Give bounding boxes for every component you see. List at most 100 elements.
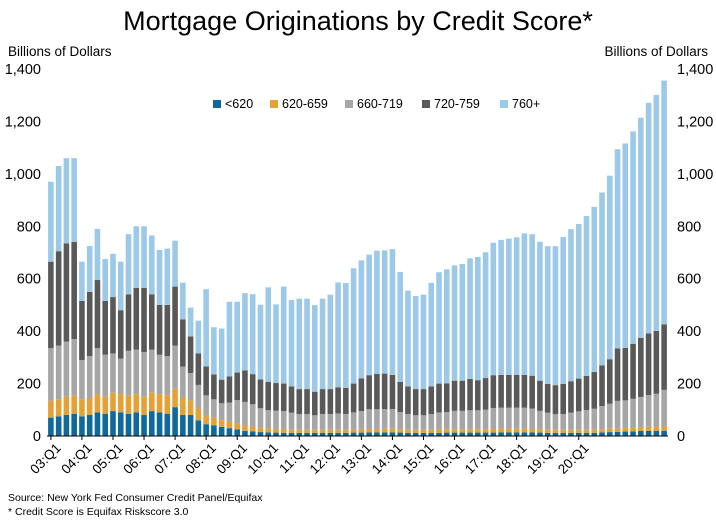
bar-segment (490, 375, 497, 408)
bar-segment (335, 387, 341, 414)
bar-segment (110, 392, 116, 412)
x-tick-label: 05:Q1 (89, 440, 126, 477)
bar-segment (498, 428, 504, 433)
bar-segment (79, 399, 85, 417)
bar-segment (102, 354, 109, 397)
bar-segment (374, 432, 380, 436)
bar-segment (234, 372, 240, 401)
bar-segment (218, 426, 225, 436)
bar-segment (94, 348, 101, 395)
bar-segment (428, 386, 435, 414)
bar-segment (312, 391, 318, 416)
bar-segment (645, 102, 652, 334)
bar-segment (304, 432, 310, 436)
y-tick-right-label: 600 (677, 272, 701, 288)
bar-segment (172, 240, 178, 287)
bar-segment (265, 381, 272, 411)
bar-segment (350, 429, 357, 433)
bar-segment (218, 403, 225, 421)
bar-segment (482, 429, 489, 433)
bar-segment (79, 301, 85, 360)
bar-segment (117, 394, 124, 413)
bar-segment (661, 430, 667, 436)
y-tick-right-label: 0 (677, 429, 685, 445)
bar-segment (599, 432, 605, 436)
bar-segment (110, 253, 116, 298)
bar-segment (226, 421, 233, 429)
bar-segment (560, 429, 566, 433)
bar-segment (459, 380, 466, 411)
bar-segment (280, 432, 287, 436)
bar-segment (55, 416, 62, 436)
bar-segment (172, 388, 178, 408)
bar-segment (614, 428, 621, 432)
bar-segment (490, 428, 497, 433)
bar-segment (296, 429, 303, 433)
bar-segment (94, 280, 101, 349)
bar-segment (560, 237, 566, 384)
bar-segment (265, 428, 272, 433)
bar-segment (133, 226, 140, 288)
bar-segment (125, 350, 132, 396)
bar-segment (405, 429, 411, 433)
bar-segment (506, 374, 512, 408)
bar-segment (288, 429, 295, 433)
bar-segment (195, 408, 202, 421)
bar-segment (614, 348, 621, 401)
bar-segment (366, 409, 372, 429)
bar-segment (552, 246, 559, 386)
bar-segment (420, 389, 427, 416)
bar-segment (436, 272, 442, 384)
bar-segment (319, 413, 326, 430)
bar-segment (537, 429, 543, 433)
bar-segment (389, 432, 396, 436)
bar-segment (195, 420, 202, 436)
bar-segment (234, 301, 240, 373)
y-tick-right-label: 1,000 (677, 167, 713, 183)
bar-segment (521, 374, 528, 408)
bar-segment (296, 389, 303, 414)
bar-segment (55, 399, 62, 417)
bar-segment (459, 264, 466, 381)
y-tick-left-label: 400 (17, 324, 41, 340)
bar-segment (141, 352, 147, 397)
bar-segment (48, 181, 54, 262)
bar-segment (575, 429, 582, 433)
x-tick-label: 03:Q1 (27, 440, 64, 477)
bar-segment (459, 432, 466, 436)
y-axis-right: 0 200 400 600 800 1,000 1,200 1,400 (677, 62, 713, 445)
bar-segment (149, 349, 155, 393)
bar-segment (327, 294, 334, 390)
bar-segment (529, 432, 535, 436)
bar-segment (63, 158, 70, 244)
bar-segment (280, 411, 287, 430)
bar-segment (343, 429, 349, 433)
x-tick-label: 10:Q1 (245, 440, 282, 477)
legend-label: 760+ (512, 97, 540, 111)
bar-segment (475, 432, 481, 436)
bar-segment (156, 394, 163, 413)
bar-segment (451, 265, 458, 381)
bar-segment (630, 343, 636, 399)
bar-segment (141, 287, 147, 353)
bar-segment (366, 432, 372, 436)
bar-segment (506, 407, 512, 429)
bar-segment (79, 416, 85, 436)
bar-segment (591, 432, 598, 436)
bar-segment (443, 429, 450, 433)
y-tick-right-label: 800 (677, 219, 701, 235)
bar-segment (381, 428, 388, 433)
bar-segment (296, 432, 303, 436)
legend-swatch (270, 100, 278, 108)
bar-segment (451, 410, 458, 430)
bar-segment (374, 428, 380, 433)
bar-segment (117, 412, 124, 436)
bar-segment (467, 429, 473, 433)
bar-segment (149, 392, 155, 412)
bar-segment (249, 431, 256, 436)
bar-segment (149, 294, 155, 350)
bar-segment (63, 415, 70, 436)
bar-segment (203, 289, 209, 367)
bar-segment (443, 383, 450, 413)
x-axis: 03:Q104:Q105:Q106:Q107:Q108:Q109:Q110:Q1… (27, 436, 592, 477)
